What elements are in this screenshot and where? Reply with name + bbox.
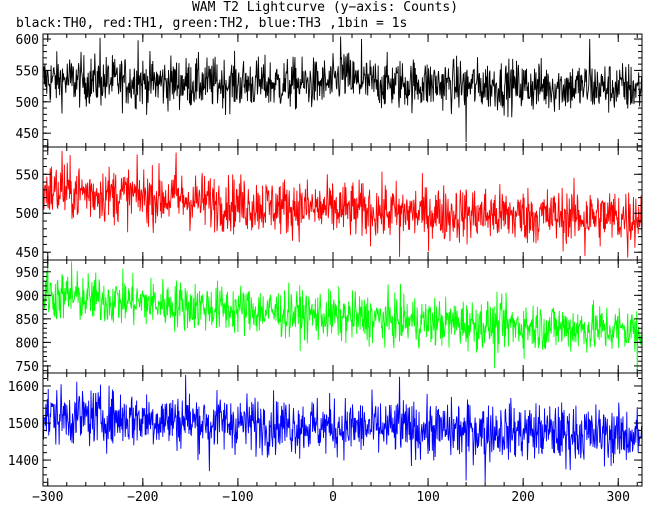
x-tick-label: −100 (222, 490, 253, 505)
y-tick-label: 750 (16, 360, 39, 375)
x-tick-label: 300 (606, 490, 629, 505)
y-tick-label: 450 (16, 127, 39, 142)
x-tick-label: 100 (416, 490, 439, 505)
y-tick-label: 1400 (8, 454, 39, 469)
y-tick-label: 500 (16, 96, 39, 111)
chart-title: WAM T2 Lightcurve (y−axis: Counts) (191, 0, 459, 15)
panel-th1: 450 500 550 (16, 146, 643, 261)
y-tick-label: 550 (16, 168, 39, 183)
y-tick-label: 850 (16, 313, 39, 328)
x-tick-label: −300 (32, 490, 63, 505)
panel-frame (42, 372, 643, 487)
y-tick-label: 450 (16, 246, 39, 261)
y-tick-label: 800 (16, 336, 39, 351)
y-tick-label: 1600 (8, 380, 39, 395)
series-line-th2 (43, 261, 642, 371)
y-tick-label: 900 (16, 289, 39, 304)
x-tick-label: 0 (329, 490, 337, 505)
y-tick-label: 550 (16, 64, 39, 79)
panel-th3: 1400 1500 1600 (8, 372, 643, 487)
series-line-th3 (43, 374, 642, 483)
chart-subtitle: black:TH0, red:TH1, green:TH2, blue:TH3 … (16, 16, 408, 31)
y-tick-label: 500 (16, 207, 39, 222)
y-tick-label: 1500 (8, 417, 39, 432)
y-tick-label: 600 (16, 33, 39, 48)
series-line-th1 (43, 150, 642, 258)
x-tick-label: 200 (511, 490, 534, 505)
panel-th0: 450 500 550 600 (16, 33, 643, 148)
y-tick-label: 950 (16, 266, 39, 281)
panel-th2: 750 800 850 900 950 (16, 259, 643, 375)
x-tick-label: −200 (127, 490, 158, 505)
series-line-th0 (43, 36, 642, 142)
